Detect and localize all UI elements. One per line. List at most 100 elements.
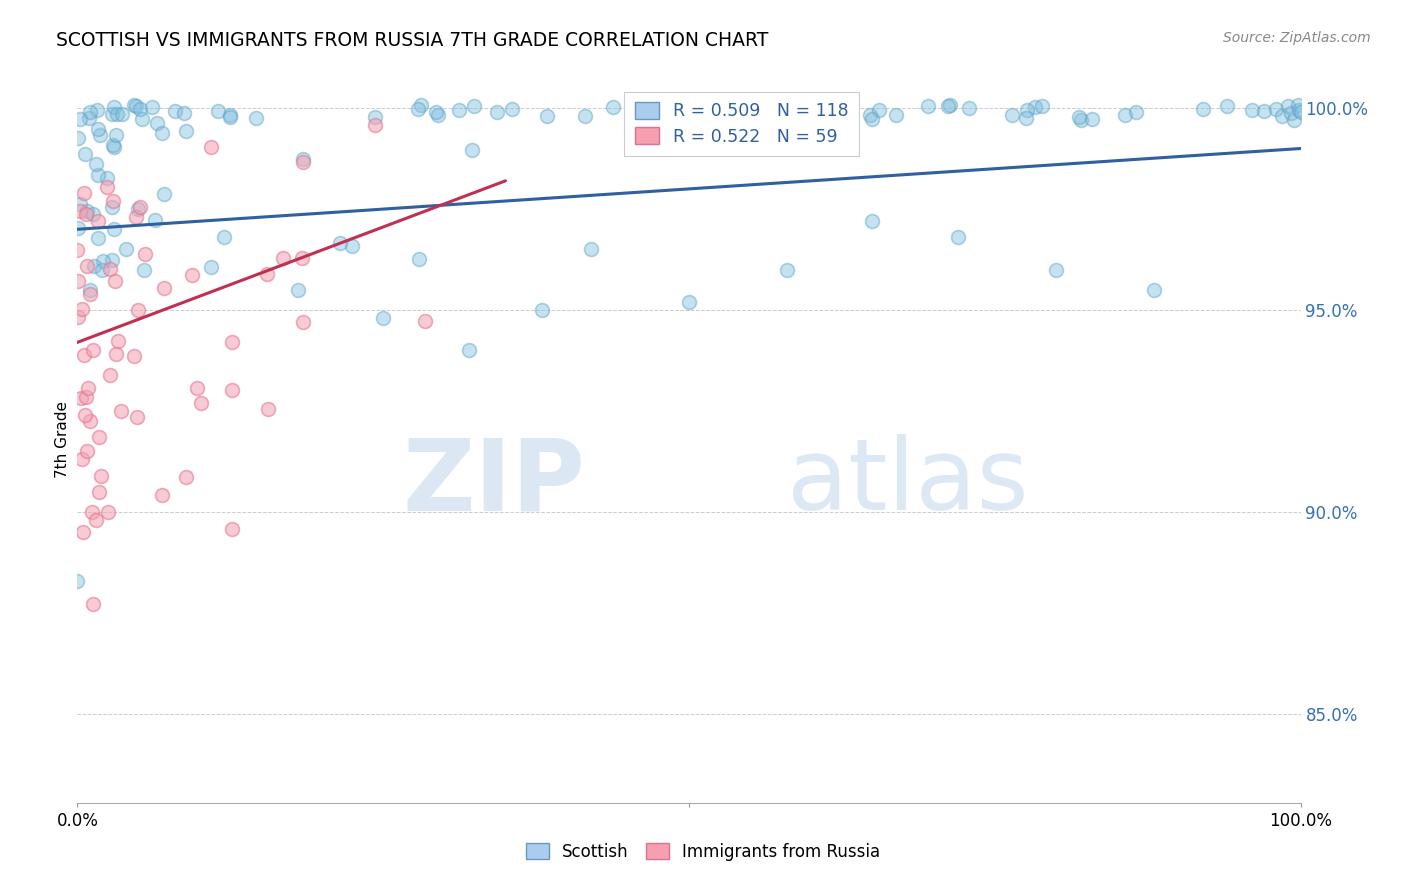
Point [287,283,309,297]
Point [291,152,314,166]
Point [574,109,596,123]
Point [101,200,124,214]
Point [97,505,120,519]
Point [776,262,799,277]
Point [107,334,129,348]
Text: Source: ZipAtlas.com: Source: ZipAtlas.com [1223,31,1371,45]
Point [219,110,242,124]
Point [329,236,352,251]
Point [132,262,155,277]
Point [340,239,363,253]
Point [66,310,89,324]
Point [690,107,713,121]
Point [82,207,104,221]
Point [128,200,150,214]
Point [868,103,890,117]
Point [73,348,96,362]
Point [946,230,969,244]
Point [186,380,208,394]
Point [127,409,149,424]
Point [115,243,138,257]
Point [127,202,149,216]
Point [463,99,485,113]
Point [1017,103,1039,117]
Point [73,186,96,200]
Point [69,112,91,127]
Point [86,103,108,118]
Point [79,287,101,301]
Point [101,107,124,121]
Point [408,252,430,266]
Point [98,262,121,277]
Point [1143,283,1166,297]
Point [79,283,101,297]
Point [1265,102,1288,116]
Point [291,315,314,329]
Point [672,105,695,120]
Y-axis label: 7th Grade: 7th Grade [55,401,70,478]
Point [271,252,294,266]
Point [122,350,145,364]
Point [1081,112,1104,126]
Point [1277,99,1299,113]
Point [1286,97,1309,112]
Point [104,346,127,360]
Point [536,109,558,123]
Point [105,107,128,121]
Text: atlas: atlas [787,434,1028,532]
Point [1216,99,1239,113]
Point [716,105,738,120]
Point [406,102,429,116]
Point [1014,111,1036,125]
Point [461,143,484,157]
Point [221,522,243,536]
Point [96,179,118,194]
Point [659,98,682,112]
Point [411,97,433,112]
Point [1279,106,1302,120]
Legend: Scottish, Immigrants from Russia: Scottish, Immigrants from Russia [519,837,887,868]
Point [936,98,959,112]
Point [70,451,93,466]
Point [1253,103,1275,118]
Point [69,197,91,211]
Point [447,103,470,117]
Point [181,268,204,282]
Point [91,254,114,268]
Point [1070,112,1092,127]
Point [425,105,447,120]
Point [79,414,101,428]
Point [364,118,387,132]
Point [364,110,387,124]
Point [70,392,93,406]
Point [70,302,93,317]
Point [917,99,939,113]
Point [86,157,108,171]
Point [745,110,768,124]
Point [128,102,150,116]
Point [290,251,312,265]
Point [426,107,449,121]
Point [1240,103,1263,117]
Point [141,100,163,114]
Point [82,343,104,357]
Point [131,112,153,127]
Point [76,381,98,395]
Point [1289,105,1312,120]
Point [219,108,242,122]
Point [83,259,105,273]
Point [127,303,149,318]
Point [90,469,112,483]
Point [67,221,90,235]
Text: ZIP: ZIP [402,434,585,532]
Point [1001,108,1024,122]
Point [752,101,775,115]
Point [80,505,103,519]
Point [1031,99,1053,113]
Point [221,383,243,397]
Point [1284,112,1306,127]
Point [150,126,173,140]
Point [292,155,315,169]
Point [67,130,90,145]
Point [103,140,125,154]
